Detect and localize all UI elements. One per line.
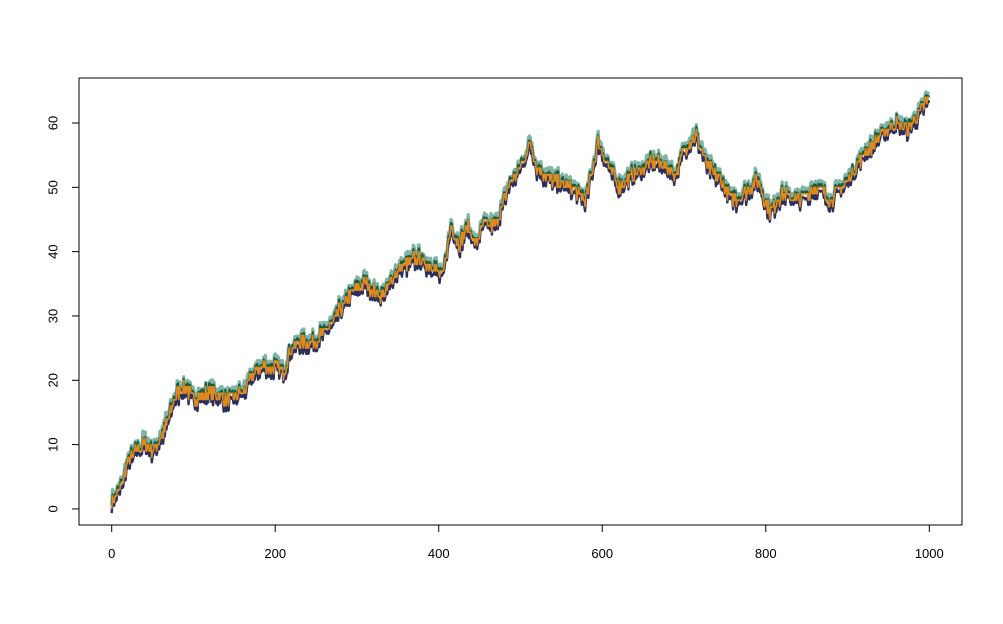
x-tick-label: 800	[755, 546, 777, 561]
x-tick-label: 600	[591, 546, 613, 561]
x-tick-label: 0	[108, 546, 115, 561]
series-layer	[110, 90, 931, 514]
y-tick-label: 10	[46, 437, 61, 451]
y-tick-label: 50	[46, 180, 61, 194]
x-tick-label: 200	[264, 546, 286, 561]
series-line-3	[110, 99, 931, 514]
series-line-4	[110, 96, 930, 509]
y-tick-label: 20	[46, 373, 61, 387]
series-line-1	[110, 90, 931, 506]
x-tick-label: 1000	[915, 546, 944, 561]
y-tick-label: 40	[46, 244, 61, 258]
x-tick-label: 400	[428, 546, 450, 561]
y-tick-label: 30	[46, 309, 61, 323]
y-axis: 0 10 20 30 40 50 60	[46, 116, 80, 513]
plot-frame	[78, 77, 963, 526]
x-axis: 0 200 400 600 800 1000	[108, 524, 944, 561]
y-tick-label: 60	[46, 116, 61, 130]
y-tick-label: 0	[46, 505, 61, 512]
